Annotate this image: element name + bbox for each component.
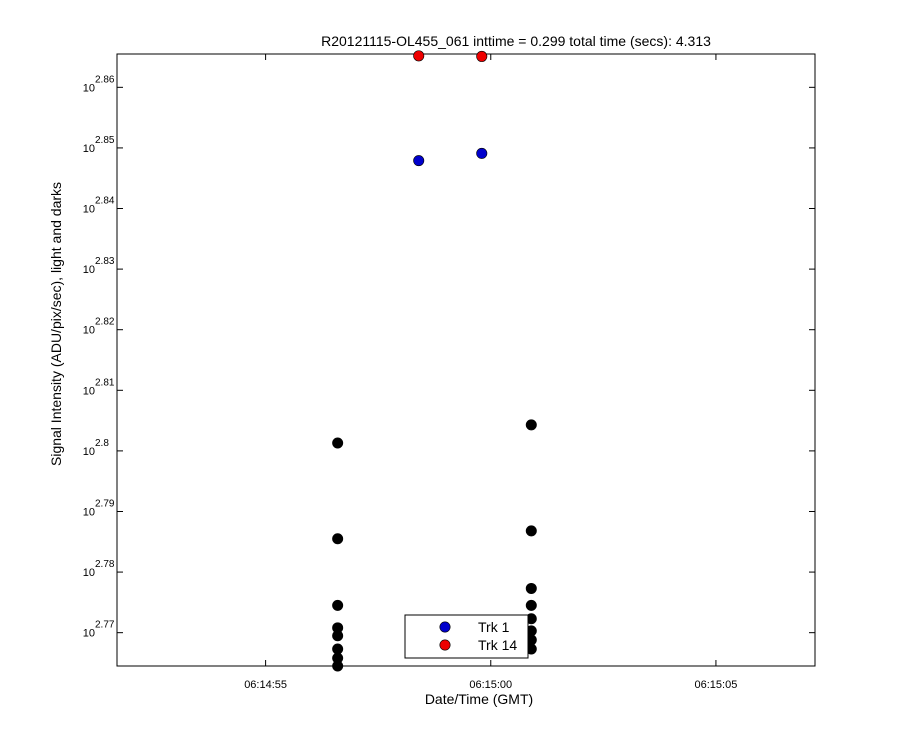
data-point-series-2 (332, 599, 344, 611)
y-tick-exponent: 2.86 (95, 74, 115, 85)
y-tick-exponent: 2.82 (95, 317, 115, 328)
data-point-series-0 (413, 155, 425, 167)
legend-entry: Trk 14 (478, 637, 517, 653)
y-tick-label: 102.77 (83, 620, 115, 640)
x-tick-label: 06:15:00 (469, 679, 512, 691)
data-point-series-2 (525, 582, 537, 594)
legend-entry: Trk 1 (478, 619, 510, 635)
x-tick-label: 06:14:55 (244, 679, 287, 691)
y-tick-exponent: 2.83 (95, 256, 115, 267)
y-tick-label: 102.85 (83, 135, 115, 155)
y-tick-base: 10 (83, 567, 95, 579)
y-tick-base: 10 (83, 204, 95, 216)
y-tick-label: 102.8 (83, 438, 110, 458)
y-tick-exponent: 2.84 (95, 196, 115, 207)
data-point-series-1 (413, 50, 425, 62)
data-point-series-2 (525, 599, 537, 611)
y-tick-label: 102.84 (83, 196, 115, 216)
y-tick-base: 10 (83, 385, 95, 397)
x-tick-label: 06:15:05 (695, 679, 738, 691)
data-point-series-2 (332, 630, 344, 642)
y-tick-label: 102.86 (83, 74, 115, 94)
x-axis-label: Date/Time (GMT) (425, 691, 533, 707)
y-tick-base: 10 (83, 325, 95, 337)
legend-marker (439, 639, 451, 651)
data-point-series-2 (525, 525, 537, 537)
y-tick-label: 102.81 (83, 377, 115, 397)
y-tick-base: 10 (83, 82, 95, 94)
data-point-series-2 (332, 533, 344, 545)
y-tick-exponent: 2.8 (95, 438, 109, 449)
y-axis: 102.77102.78102.79102.8102.81102.82102.8… (83, 74, 815, 640)
y-axis-label: Signal Intensity (ADU/pix/sec), light an… (48, 182, 64, 466)
y-tick-exponent: 2.81 (95, 377, 115, 388)
y-tick-label: 102.78 (83, 559, 115, 579)
y-tick-exponent: 2.85 (95, 135, 115, 146)
y-tick-exponent: 2.77 (95, 620, 115, 631)
legend: Trk 1 Trk 14 (404, 614, 529, 659)
y-tick-base: 10 (83, 143, 95, 155)
chart-title: R20121115-OL455_061 inttime = 0.299 tota… (321, 33, 711, 49)
x-axis: 06:14:55 06:15:00 06:15:05 (244, 54, 737, 691)
data-point-series-2 (525, 419, 537, 431)
y-tick-label: 102.83 (83, 256, 115, 276)
y-tick-base: 10 (83, 446, 95, 458)
legend-box (404, 614, 529, 659)
y-tick-base: 10 (83, 264, 95, 276)
y-tick-exponent: 2.79 (95, 498, 115, 509)
y-tick-label: 102.82 (83, 317, 115, 337)
y-tick-base: 10 (83, 628, 95, 640)
data-point-series-0 (476, 147, 488, 159)
data-point-series-2 (332, 660, 344, 672)
y-tick-base: 10 (83, 506, 95, 518)
data-point-series-1 (476, 50, 488, 62)
y-tick-exponent: 2.78 (95, 559, 115, 570)
data-points (332, 50, 537, 672)
plot-area (116, 53, 816, 667)
data-point-series-2 (332, 437, 344, 449)
y-tick-label: 102.79 (83, 498, 115, 518)
legend-marker (439, 621, 451, 633)
